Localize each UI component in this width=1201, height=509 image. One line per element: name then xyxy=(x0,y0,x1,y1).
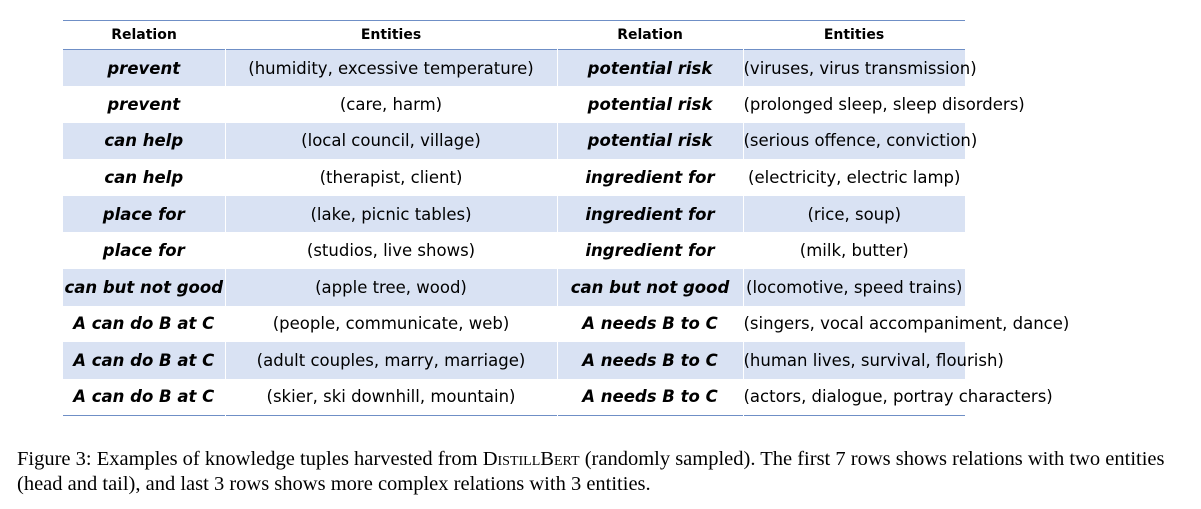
entities-cell: (apple tree, wood) xyxy=(224,269,557,306)
relation-cell: ingredient for xyxy=(556,159,743,196)
relation-cell: ingredient for xyxy=(556,232,743,270)
knowledge-tuples-table: Relation Entities Relation Entities prev… xyxy=(63,20,1069,416)
relation-cell: place for xyxy=(63,195,225,233)
entities-cell: (studios, live shows) xyxy=(224,232,557,270)
entities-cell: (skier, ski downhill, mountain) xyxy=(224,378,557,416)
table-row: prevent (care, harm) potential risk (pro… xyxy=(63,86,1025,123)
header-entities-1: Entities xyxy=(360,27,422,43)
relation-cell: can but not good xyxy=(63,269,225,306)
relation-cell: A can do B at C xyxy=(63,342,225,379)
relation-cell: A can do B at C xyxy=(73,387,215,407)
entities-cell: (rice, soup) xyxy=(742,195,965,233)
entities-cell: (therapist, client) xyxy=(224,159,557,196)
entities-cell: (prolonged sleep, sleep disorders) xyxy=(742,86,1025,123)
relation-cell: can help xyxy=(104,168,184,188)
entities-cell: (actors, dialogue, portray characters) xyxy=(742,378,1053,416)
relation-cell: A needs B to C xyxy=(556,342,743,379)
entities-cell: (local council, village) xyxy=(224,122,557,160)
entities-cell: (milk, butter) xyxy=(742,232,965,270)
entities-cell: (care, harm) xyxy=(224,86,557,123)
header-entities-2: Entities xyxy=(823,27,885,43)
relation-cell: A can do B at C xyxy=(73,314,215,334)
entities-cell: (serious offence, conviction) xyxy=(742,122,977,160)
table-row: can but not good (apple tree, wood) can … xyxy=(63,269,965,306)
entities-cell: (humidity, excessive temperature) xyxy=(224,49,557,87)
table-row: can help (therapist, client) ingredient … xyxy=(63,159,965,196)
caption-prefix: Figure 3: Examples of knowledge tuples h… xyxy=(17,448,483,470)
table-row: place for (studios, live shows) ingredie… xyxy=(63,232,965,270)
relation-cell: A needs B to C xyxy=(556,305,743,343)
relation-cell: can help xyxy=(63,122,225,160)
relation-cell: prevent xyxy=(63,49,225,87)
relation-cell: place for xyxy=(102,241,185,261)
entities-cell: (viruses, virus transmission) xyxy=(742,49,977,87)
caption-model-name: DistillBert xyxy=(482,448,580,470)
table-row: prevent (humidity, excessive temperature… xyxy=(63,49,977,87)
relation-cell: can but not good xyxy=(556,269,743,306)
header-relation-1: Relation xyxy=(111,27,177,43)
table-row: place for (lake, picnic tables) ingredie… xyxy=(63,195,965,233)
entities-cell: (adult couples, marry, marriage) xyxy=(224,342,557,379)
table-row: A can do B at C (adult couples, marry, m… xyxy=(63,342,1004,379)
entities-cell: (lake, picnic tables) xyxy=(224,195,557,233)
table-header-row: Relation Entities Relation Entities xyxy=(63,20,965,50)
entities-cell: (singers, vocal accompaniment, dance) xyxy=(742,305,1069,343)
entities-cell: (locomotive, speed trains) xyxy=(742,269,965,306)
relation-cell: ingredient for xyxy=(556,195,743,233)
relation-cell: potential risk xyxy=(556,122,743,160)
table-row: A can do B at C (people, communicate, we… xyxy=(63,305,1069,343)
entities-cell: (people, communicate, web) xyxy=(224,305,557,343)
relation-cell: prevent xyxy=(107,94,181,114)
entities-cell: (electricity, electric lamp) xyxy=(742,159,965,196)
entities-cell: (human lives, survival, flourish) xyxy=(742,342,1004,379)
relation-cell: A needs B to C xyxy=(556,378,743,416)
table-row: A can do B at C (skier, ski downhill, mo… xyxy=(63,378,1053,416)
header-relation-2: Relation xyxy=(617,27,683,43)
table-row: can help (local council, village) potent… xyxy=(63,122,977,160)
relation-cell: potential risk xyxy=(556,49,743,87)
caption-suffix: (randomly sampled). The first 7 rows sho… xyxy=(17,448,1165,495)
figure-caption: Figure 3: Examples of knowledge tuples h… xyxy=(17,447,1187,497)
relation-cell: potential risk xyxy=(556,86,743,123)
